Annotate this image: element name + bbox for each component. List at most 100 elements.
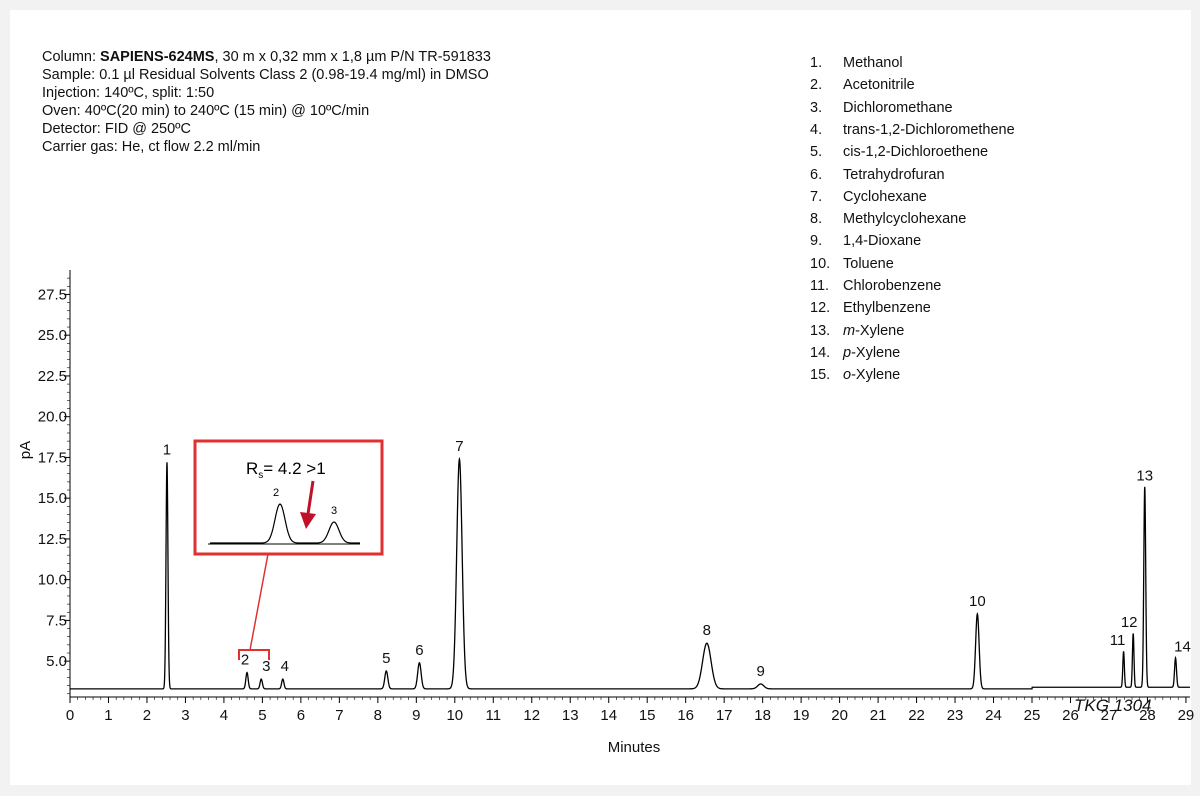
y-tick-label: 7.5 bbox=[46, 612, 67, 629]
legend-isomer-prefix: o bbox=[843, 367, 852, 384]
x-tick-label: 21 bbox=[870, 707, 887, 724]
x-tick-label: 15 bbox=[639, 707, 656, 724]
legend-number: 13. bbox=[810, 322, 831, 339]
legend-name-text: Methanol bbox=[843, 55, 903, 71]
x-tick-label: 24 bbox=[985, 707, 1002, 724]
peak-label-10: 10 bbox=[969, 593, 986, 610]
x-tick-label: 11 bbox=[485, 707, 501, 724]
legend-number: 6. bbox=[810, 166, 823, 183]
legend-isomer-prefix: m bbox=[843, 322, 856, 339]
y-tick-label: 15.0 bbox=[38, 490, 67, 507]
legend-compound-name: Ethylbenzene bbox=[843, 300, 931, 316]
x-tick-label: 28 bbox=[1139, 707, 1156, 724]
x-tick-label: 0 bbox=[66, 707, 74, 724]
inset-connector-line bbox=[249, 553, 269, 651]
x-tick-label: 3 bbox=[181, 707, 189, 724]
inset-peak-label-2: 2 bbox=[273, 487, 279, 499]
carrier-condition: Carrier gas: He, ct flow 2.2 ml/min bbox=[42, 139, 261, 155]
x-tick-label: 4 bbox=[220, 707, 228, 724]
peak-label-9: 9 bbox=[757, 663, 765, 680]
legend-number: 1. bbox=[810, 55, 823, 71]
legend-number: 10. bbox=[810, 255, 831, 272]
x-tick-label: 17 bbox=[716, 707, 733, 724]
x-tick-label: 23 bbox=[947, 707, 964, 724]
legend-number: 12. bbox=[810, 300, 831, 317]
resolution-arrow-head bbox=[300, 512, 316, 529]
x-tick-label: 22 bbox=[908, 707, 925, 724]
y-tick-label: 20.0 bbox=[38, 409, 67, 426]
legend-number: 7. bbox=[810, 188, 823, 205]
rs-value: = 4.2 >1 bbox=[263, 459, 325, 478]
legend-number: 2. bbox=[810, 77, 823, 94]
legend-number: 15. bbox=[810, 367, 831, 384]
x-tick-label: 19 bbox=[793, 707, 810, 724]
x-tick-label: 20 bbox=[831, 707, 848, 724]
y-tick-label: 25.0 bbox=[38, 327, 67, 344]
x-tick-label: 2 bbox=[143, 707, 151, 724]
legend-name-text: Acetonitrile bbox=[843, 77, 915, 94]
peak-label-5: 5 bbox=[382, 650, 390, 667]
y-tick-label: 27.5 bbox=[38, 286, 67, 303]
legend-compound-name: Methanol bbox=[843, 55, 903, 71]
y-tick-label: 12.5 bbox=[38, 531, 67, 548]
x-tick-label: 12 bbox=[523, 707, 540, 724]
x-tick-label: 10 bbox=[446, 707, 463, 724]
x-tick-label: 5 bbox=[258, 707, 266, 724]
inset-peak-label-3: 3 bbox=[331, 505, 337, 517]
column-name: SAPIENS-624MS bbox=[100, 49, 215, 65]
legend-name-text: 1,4-Dioxane bbox=[843, 233, 922, 250]
legend-compound-name: 1,4-Dioxane bbox=[843, 233, 921, 249]
legend-compound-name: Dichloromethane bbox=[843, 100, 953, 116]
peak-label-13: 13 bbox=[1136, 467, 1153, 484]
legend-name-text: Ethylbenzene bbox=[843, 300, 931, 317]
legend-compound-name: Cyclohexane bbox=[843, 189, 927, 205]
legend-compound-name: Toluene bbox=[843, 256, 894, 272]
column-condition: Column: SAPIENS-624MS, 30 m x 0,32 mm x … bbox=[42, 49, 491, 65]
x-tick-label: 14 bbox=[600, 707, 617, 724]
legend-name-text: Cyclohexane bbox=[843, 188, 927, 205]
legend-compound-name: trans-1,2-Dichloromethene bbox=[843, 122, 1015, 138]
legend-name-text: Toluene bbox=[843, 255, 894, 272]
detector-condition: Detector: FID @ 250ºC bbox=[42, 121, 191, 137]
resolution-inset: 2 3 Rs= 4.2 >1 bbox=[193, 439, 384, 660]
peak-label-14: 14 bbox=[1174, 639, 1191, 656]
peak-label-6: 6 bbox=[415, 642, 423, 659]
y-tick-label: 17.5 bbox=[38, 449, 67, 466]
legend-compound-name: Chlorobenzene bbox=[843, 278, 941, 294]
oven-condition: Oven: 40ºC(20 min) to 240ºC (15 min) @ 1… bbox=[42, 103, 370, 119]
legend-compound-name: Methylcyclohexane bbox=[843, 211, 966, 227]
legend-number: 11. bbox=[810, 278, 830, 294]
legend-name-text: -Xylene bbox=[855, 322, 905, 339]
axes: 0 1 2 3 4 5 6 7 8 9 10 11 12 13 14 15 16 17 18 19 20 21 22 23 24… bbox=[17, 270, 1194, 756]
legend-name-text: trans-1,2-Dichloromethene bbox=[843, 121, 1015, 138]
y-tick-label: 22.5 bbox=[38, 368, 67, 385]
inset-frame bbox=[193, 439, 384, 556]
legend-isomer-prefix: p bbox=[843, 344, 852, 361]
legend-compound-name: Acetonitrile bbox=[843, 77, 915, 93]
legend-number: 4. bbox=[810, 121, 823, 138]
y-axis-title: pA bbox=[17, 441, 34, 459]
x-tick-label: 25 bbox=[1024, 707, 1041, 724]
y-tick-label: 10.0 bbox=[38, 572, 67, 589]
column-prefix: Column: bbox=[42, 49, 101, 65]
injection-condition: Injection: 140ºC, split: 1:50 bbox=[42, 85, 215, 101]
y-tick-label: 5.0 bbox=[46, 653, 67, 670]
legend-number: 9. bbox=[810, 233, 823, 250]
trace-layer bbox=[70, 456, 1190, 690]
x-tick-label: 29 bbox=[1178, 707, 1195, 724]
legend-name-text: -Xylene bbox=[851, 367, 901, 384]
legend-compound-name: m-Xylene bbox=[843, 323, 904, 339]
legend-name-text: Tetrahydrofuran bbox=[843, 166, 945, 183]
x-tick-label: 16 bbox=[677, 707, 694, 724]
inset-bracket bbox=[238, 649, 270, 660]
x-tick-label: 9 bbox=[412, 707, 420, 724]
peak-label-3: 3 bbox=[262, 658, 270, 675]
x-tick-label: 18 bbox=[754, 707, 771, 724]
legend-compound-name: o-Xylene bbox=[843, 367, 900, 383]
peak-label-7: 7 bbox=[455, 438, 463, 455]
x-tick-label: 1 bbox=[104, 707, 112, 724]
peak-label-8: 8 bbox=[703, 622, 711, 639]
peak-label-4: 4 bbox=[281, 658, 289, 675]
